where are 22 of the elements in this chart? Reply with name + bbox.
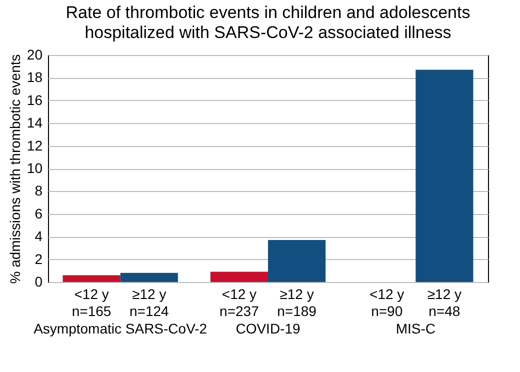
y-tick-label: 0 [34, 274, 43, 290]
y-tick-label: 14 [26, 114, 43, 131]
y-tick-label: 18 [26, 69, 43, 86]
chart-title: Rate of thrombotic events in children and adolescents hospitalized with SARS-CoV-2 associated illness [66, 3, 470, 42]
x-tick-label: <12 y n=90 [370, 286, 404, 319]
y-tick-label: 16 [26, 92, 43, 108]
y-tick-label: 12 [26, 137, 43, 154]
y-axis-title: % admissions with thrombotic events [6, 54, 23, 284]
x-tick-label: <12 y n=165 [72, 286, 112, 319]
x-tick-label: <12 y n=237 [220, 286, 260, 319]
y-tick-label: 8 [34, 182, 43, 199]
y-tick-label: 10 [26, 160, 43, 176]
y-tick-label: 2 [34, 250, 43, 267]
y-tick-label: 20 [26, 46, 43, 62]
x-tick-label: ≥12 y n=48 [427, 286, 462, 319]
x-tick-label: ≥12 y n=189 [277, 286, 317, 319]
y-tick-label: 6 [34, 205, 43, 222]
text: MIS-C [396, 320, 436, 336]
x-tick-label: ≥12 y n=124 [129, 286, 170, 319]
text: COVID-19 [236, 320, 300, 336]
text: Asymptomatic SARS-CoV-2 [34, 320, 208, 336]
y-tick-label: 4 [34, 228, 43, 244]
